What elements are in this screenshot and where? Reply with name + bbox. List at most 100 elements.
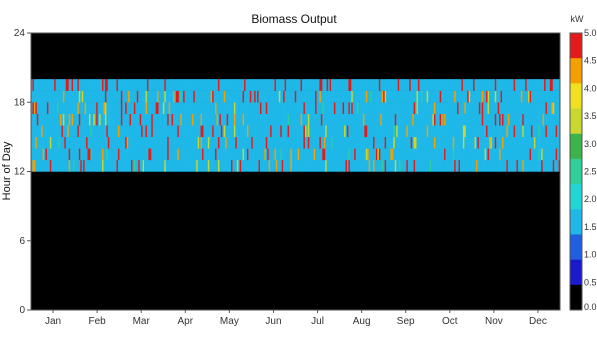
heatmap-cell <box>122 102 125 114</box>
heatmap-cell <box>312 159 315 172</box>
heatmap-cell <box>133 148 136 161</box>
heatmap-cell <box>467 79 470 91</box>
heatmap-cell <box>193 113 196 126</box>
heatmap-cell <box>242 113 245 126</box>
heatmap-cell <box>310 79 313 91</box>
heatmap-cell <box>77 79 80 91</box>
heatmap-cell <box>83 136 86 149</box>
heatmap-cell <box>549 159 552 172</box>
heatmap-cell <box>288 79 291 91</box>
heatmap-cell <box>522 136 525 149</box>
heatmap-cell <box>42 102 45 114</box>
heatmap-cell <box>359 136 362 149</box>
heatmap-cell <box>204 90 207 103</box>
heatmap-cell <box>113 136 116 149</box>
heatmap-cell <box>171 79 174 91</box>
heatmap-cell <box>151 90 154 103</box>
heatmap-cell <box>397 90 400 103</box>
heatmap-cell <box>96 148 99 161</box>
heatmap-cell <box>245 148 248 161</box>
heatmap-cell <box>252 148 255 161</box>
heatmap-cell <box>231 79 233 91</box>
heatmap-cell <box>535 136 538 149</box>
heatmap-cell <box>536 102 539 114</box>
heatmap-cell <box>75 79 78 91</box>
heatmap-cell <box>109 148 112 161</box>
heatmap-cell <box>62 102 65 114</box>
heatmap-cell <box>471 90 474 103</box>
heatmap-cell <box>225 79 228 91</box>
heatmap-cell <box>216 159 219 172</box>
heatmap-cell <box>273 79 275 91</box>
heatmap-cell <box>225 125 228 138</box>
heatmap-cell <box>338 102 341 114</box>
heatmap-cell <box>307 90 310 103</box>
heatmap-cell <box>123 136 126 149</box>
heatmap-cell <box>297 125 300 138</box>
heatmap-cell <box>325 90 328 103</box>
heatmap-cell <box>416 125 419 138</box>
colorbar-tick-label: 3.0 <box>584 139 597 149</box>
heatmap-cell <box>78 113 81 126</box>
heatmap-cell <box>409 113 412 126</box>
heatmap-cell <box>423 136 426 149</box>
heatmap-cell <box>251 102 254 114</box>
heatmap-cell <box>449 125 452 138</box>
heatmap-cell <box>539 148 542 161</box>
heatmap-cell <box>58 113 61 126</box>
heatmap-cell <box>522 79 525 91</box>
heatmap-cell <box>320 159 323 172</box>
heatmap-cell <box>255 125 258 138</box>
heatmap-cell <box>187 90 190 103</box>
heatmap-cell <box>368 136 371 149</box>
heatmap-cell <box>374 148 377 161</box>
heatmap-cell <box>229 125 232 138</box>
heatmap-cell <box>261 79 264 91</box>
heatmap-cell <box>448 125 451 138</box>
heatmap-cell <box>144 102 146 114</box>
heatmap-cell <box>451 90 454 103</box>
heatmap-cell <box>271 159 274 172</box>
heatmap-cell <box>428 125 430 138</box>
heatmap-cell <box>119 148 122 161</box>
heatmap-cell <box>70 136 72 149</box>
heatmap-cell <box>100 136 103 149</box>
heatmap-cell <box>265 159 268 172</box>
heatmap-cell <box>231 90 233 103</box>
heatmap-cell <box>138 79 141 91</box>
heatmap-cell <box>159 136 162 149</box>
heatmap-cell <box>338 79 341 91</box>
heatmap-cell <box>393 90 396 103</box>
heatmap-cell <box>471 79 474 91</box>
heatmap-cell <box>500 79 503 91</box>
heatmap-cell <box>173 136 175 149</box>
heatmap-cell <box>55 79 58 91</box>
heatmap-cell <box>151 136 154 149</box>
heatmap-cell <box>523 148 526 161</box>
heatmap-cell <box>315 90 317 103</box>
heatmap-cell <box>465 136 468 149</box>
heatmap-cell <box>499 102 501 114</box>
heatmap-cell <box>433 148 436 161</box>
heatmap-cell <box>397 159 400 172</box>
heatmap-cell <box>325 159 328 172</box>
y-tick-label: 12 <box>14 167 26 178</box>
heatmap-cell <box>164 90 167 103</box>
heatmap-cell <box>416 113 419 126</box>
heatmap-cell <box>233 102 236 114</box>
heatmap-cell <box>493 102 496 114</box>
heatmap-cell <box>193 159 196 172</box>
heatmap-cell <box>186 125 188 138</box>
heatmap-cell <box>336 136 339 149</box>
heatmap-cell <box>542 79 545 91</box>
heatmap-cell <box>35 113 38 126</box>
heatmap-cell <box>119 90 122 103</box>
heatmap-cell <box>454 90 457 103</box>
heatmap-cell <box>133 79 136 91</box>
heatmap-cell <box>433 79 436 91</box>
heatmap-cell <box>183 113 186 126</box>
heatmap-cell <box>332 159 335 172</box>
heatmap-cell <box>64 102 67 114</box>
heatmap-cell <box>197 90 200 103</box>
heatmap-cell <box>407 113 410 126</box>
